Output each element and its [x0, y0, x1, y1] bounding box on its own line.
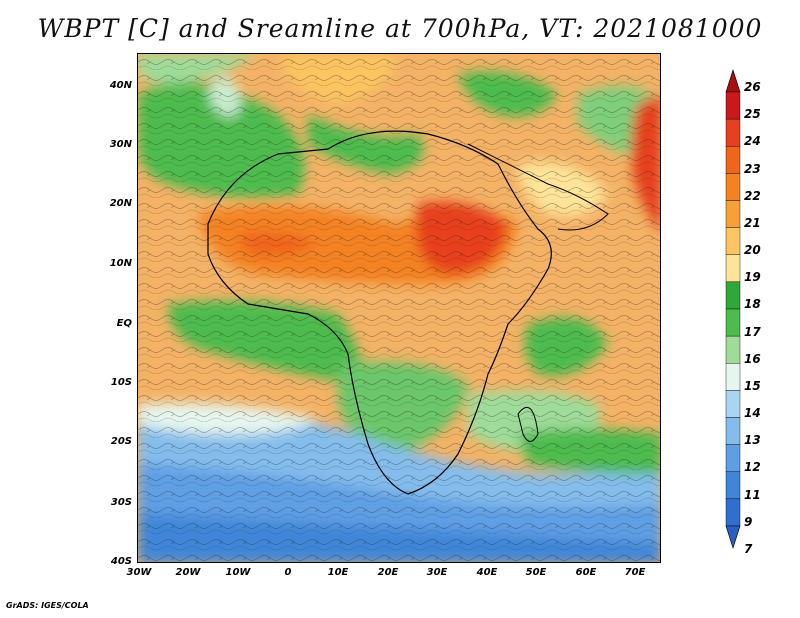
colorbar-label: 7 [744, 542, 753, 556]
colorbar [725, 69, 741, 549]
colorbar-label: 25 [744, 107, 761, 122]
x-label-0: 0 [284, 567, 292, 578]
x-label-70e: 70E [624, 567, 646, 578]
colorbar-label: 20 [744, 243, 761, 258]
colorbar-label: 14 [744, 406, 761, 421]
colorbar-label: 16 [744, 351, 761, 366]
wbpt-streamline-map [137, 53, 661, 563]
colorbar-segment [725, 173, 741, 201]
x-label-10w: 10W [225, 567, 251, 578]
colorbar-segment [725, 308, 741, 337]
colorbar-segment [725, 444, 741, 472]
colorbar-segment [725, 390, 741, 418]
colorbar-segment [725, 146, 741, 174]
colorbar-segment [725, 363, 741, 391]
colorbar-segment [725, 254, 741, 283]
x-label-20w: 20W [175, 567, 201, 578]
colorbar-label: 15 [744, 378, 761, 393]
colorbar-label: 26 [744, 80, 761, 94]
x-label-10e: 10E [327, 567, 349, 578]
colorbar-segment [725, 417, 741, 445]
y-label-20s: 20S [110, 436, 132, 447]
colorbar-segment [725, 91, 741, 120]
colorbar-segment [725, 498, 741, 527]
y-label-40n: 40N [109, 80, 132, 91]
colorbar-label: 24 [744, 134, 761, 149]
footer-credit: GrADS: IGES/COLA [6, 601, 89, 610]
y-label-10n: 10N [109, 258, 132, 269]
x-label-60e: 60E [575, 567, 597, 578]
colorbar-bottom-arrow [725, 525, 741, 549]
y-label-10s: 10S [110, 377, 132, 388]
colorbar-top-arrow [725, 69, 741, 93]
colorbar-label: 11 [744, 487, 761, 502]
colorbar-label: 9 [744, 514, 753, 529]
colorbar-segment [725, 335, 741, 364]
colorbar-label: 13 [744, 433, 761, 448]
colorbar-label: 21 [744, 215, 761, 230]
colorbar-segment [725, 200, 741, 228]
colorbar-label: 17 [744, 324, 761, 339]
x-label-30e: 30E [426, 567, 448, 578]
y-label-20n: 20N [109, 198, 132, 209]
y-label-40s: 40S [110, 556, 132, 567]
x-label-40e: 40E [476, 567, 498, 578]
colorbar-segment [725, 118, 741, 147]
colorbar-label: 12 [744, 460, 761, 475]
y-label-30s: 30S [110, 497, 132, 508]
chart-title: WBPT [C] and Sreamline at 700hPa, VT: 20… [37, 14, 763, 43]
x-label-30w: 30W [126, 567, 152, 578]
colorbar-label: 22 [744, 188, 761, 203]
colorbar-segment [725, 471, 741, 500]
x-label-20e: 20E [377, 567, 399, 578]
map-canvas [138, 54, 660, 562]
x-label-50e: 50E [525, 567, 547, 578]
colorbar-segment [725, 281, 741, 310]
colorbar-label: 18 [744, 297, 761, 312]
y-label-30n: 30N [109, 139, 132, 150]
y-label-eq: EQ [116, 318, 132, 329]
madagascar-coastline [517, 406, 539, 442]
streamline-overlay [138, 54, 660, 562]
arabia-coastline [467, 143, 609, 231]
africa-coastline [207, 130, 552, 495]
colorbar-label: 19 [744, 270, 761, 285]
colorbar-segment [725, 227, 741, 255]
colorbar-label: 23 [744, 161, 761, 176]
